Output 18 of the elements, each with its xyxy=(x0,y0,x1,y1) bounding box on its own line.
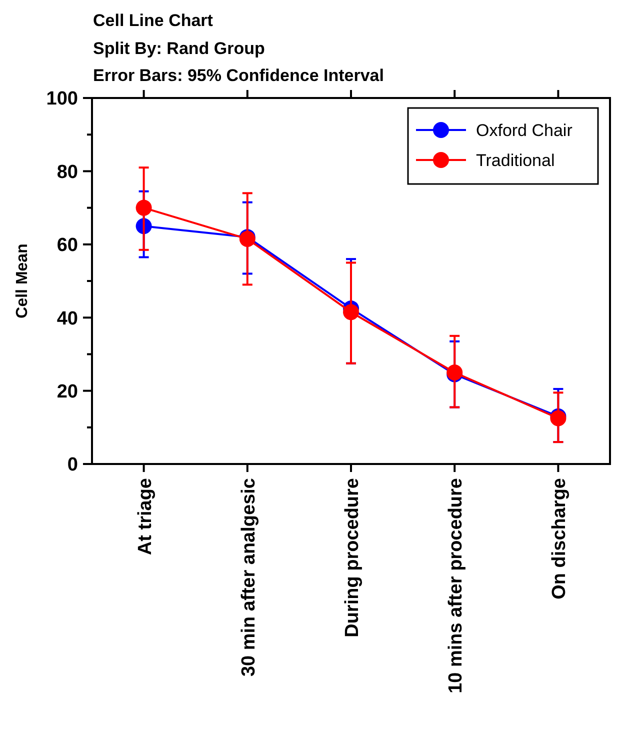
legend-label: Traditional xyxy=(476,150,555,170)
point xyxy=(343,304,359,320)
x-tick-label: At triage xyxy=(134,478,156,556)
legend-label: Oxford Chair xyxy=(476,120,573,140)
x-tick-label: During procedure xyxy=(342,478,363,638)
chart-subtitle: Split By: Rand Group Error Bars: 95% Confidence Interval xyxy=(93,39,384,85)
y-tick-label: 0 xyxy=(67,454,78,476)
y-axis-title: Cell Mean xyxy=(14,244,31,318)
y-tick-label: 60 xyxy=(56,235,78,256)
point xyxy=(136,200,152,216)
chart-title: Cell Line Chart xyxy=(93,11,214,30)
y-tick-label: 100 xyxy=(46,88,78,110)
x-tick-label: 30 min after analgesic xyxy=(238,478,260,677)
x-tick-label: On discharge xyxy=(549,478,570,600)
y-tick-label: 40 xyxy=(56,308,78,330)
y-tick-label: 80 xyxy=(56,162,78,183)
x-tick-label: 10 mins after procedure xyxy=(446,478,467,694)
y-tick-label: 20 xyxy=(56,381,78,402)
